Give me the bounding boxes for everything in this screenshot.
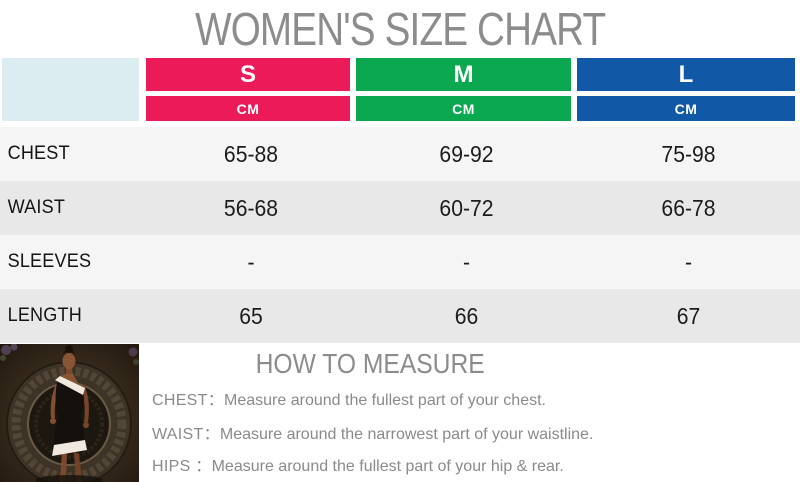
model-photo [0, 344, 139, 482]
row-label: LENGTH [7, 305, 82, 326]
cell-waist-s: 56-68 [223, 194, 279, 221]
cell-sleeves-l: - [684, 248, 693, 275]
size-header-m: M [356, 58, 571, 91]
table-row-chest: CHEST 65-88 69-92 75-98 [0, 127, 800, 181]
cell-chest-m: 69-92 [439, 140, 494, 167]
table-row-sleeves: SLEEVES - - - [0, 235, 800, 289]
measure-line-hips: HIPS ：Measure around the fullest part of… [152, 452, 564, 476]
measure-text: Measure around the fullest part of your … [224, 392, 546, 409]
measure-line-chest: CHEST：Measure around the fullest part of… [152, 386, 546, 410]
table-row-waist: WAIST 56-68 60-72 66-78 [0, 181, 800, 235]
measure-label: WAIST： [152, 426, 220, 443]
unit-header-m: CM [356, 96, 571, 121]
cell-waist-l: 66-78 [661, 194, 716, 221]
header-corner-cell [2, 58, 139, 121]
unit-header-l: CM [577, 96, 795, 121]
size-table-header: S M L CM CM CM [0, 58, 800, 121]
how-to-measure-heading: HOW TO MEASURE [255, 348, 485, 379]
unit-header-row: CM CM CM [146, 96, 795, 121]
how-to-measure-section: HOW TO MEASURE CHEST：Measure around the … [0, 344, 800, 482]
measure-line-waist: WAIST：Measure around the narrowest part … [152, 420, 593, 444]
row-label: CHEST [7, 143, 70, 164]
cell-waist-m: 60-72 [439, 194, 494, 221]
cell-chest-s: 65-88 [223, 140, 279, 167]
cell-length-s: 65 [239, 302, 263, 329]
measure-label: CHEST： [152, 392, 225, 409]
row-label: SLEEVES [7, 251, 92, 272]
size-header-row: S M L [146, 58, 795, 91]
cell-length-l: 67 [676, 302, 701, 329]
size-table-body: CHEST 65-88 69-92 75-98 WAIST 56-68 60-7… [0, 127, 800, 343]
cell-length-m: 66 [454, 302, 479, 329]
measure-text: Measure around the narrowest part of you… [219, 426, 594, 443]
cell-sleeves-s: - [247, 248, 255, 275]
cell-sleeves-m: - [462, 248, 471, 275]
unit-header-s: CM [146, 96, 350, 121]
row-label: WAIST [7, 197, 66, 218]
measure-text: Measure around the fullest part of your … [211, 458, 564, 475]
page-title-bar: WOMEN'S SIZE CHART [0, 0, 800, 58]
size-header-l: L [577, 58, 795, 91]
table-row-length: LENGTH 65 66 67 [0, 289, 800, 343]
cell-chest-l: 75-98 [661, 140, 716, 167]
size-header-s: S [146, 58, 350, 91]
page-title: WOMEN'S SIZE CHART [194, 3, 606, 55]
measure-label: HIPS ： [152, 458, 212, 475]
